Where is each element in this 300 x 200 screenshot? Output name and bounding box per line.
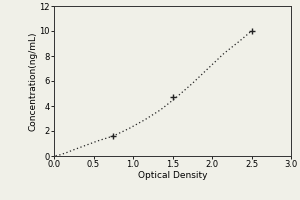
X-axis label: Optical Density: Optical Density — [138, 171, 207, 180]
Y-axis label: Concentration(ng/mL): Concentration(ng/mL) — [29, 31, 38, 131]
